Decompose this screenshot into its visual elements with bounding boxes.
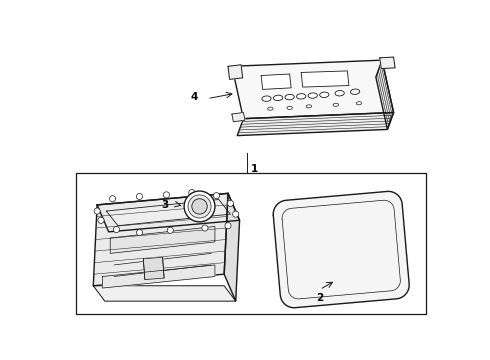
Text: 4: 4 — [190, 92, 197, 102]
Circle shape — [233, 211, 239, 217]
Bar — [76, 172, 426, 314]
Ellipse shape — [296, 94, 306, 99]
Circle shape — [163, 192, 170, 198]
Ellipse shape — [350, 89, 360, 94]
Ellipse shape — [262, 96, 271, 102]
Circle shape — [213, 193, 220, 199]
Ellipse shape — [335, 91, 344, 96]
Circle shape — [225, 222, 231, 229]
Circle shape — [227, 200, 233, 206]
Polygon shape — [232, 112, 245, 122]
Polygon shape — [380, 57, 395, 69]
Circle shape — [167, 227, 173, 233]
Circle shape — [98, 217, 104, 223]
Polygon shape — [232, 60, 393, 119]
Circle shape — [136, 193, 143, 199]
Polygon shape — [224, 193, 240, 301]
Circle shape — [189, 189, 195, 195]
Polygon shape — [102, 265, 215, 288]
Polygon shape — [261, 74, 291, 89]
Polygon shape — [273, 192, 409, 308]
Text: 2: 2 — [317, 293, 324, 303]
Ellipse shape — [273, 95, 283, 100]
Polygon shape — [106, 199, 230, 226]
Polygon shape — [301, 71, 349, 87]
Circle shape — [113, 226, 120, 233]
Text: 3: 3 — [161, 200, 168, 210]
Polygon shape — [143, 257, 164, 280]
Polygon shape — [376, 60, 393, 130]
Circle shape — [188, 195, 211, 218]
Ellipse shape — [356, 102, 362, 105]
Circle shape — [136, 230, 143, 236]
Circle shape — [192, 199, 207, 214]
Polygon shape — [228, 65, 243, 80]
Polygon shape — [237, 112, 393, 136]
Polygon shape — [93, 286, 236, 301]
Ellipse shape — [306, 105, 312, 108]
Text: 1: 1 — [250, 164, 258, 174]
Polygon shape — [110, 226, 215, 253]
Polygon shape — [93, 193, 228, 286]
Ellipse shape — [308, 93, 318, 98]
Polygon shape — [97, 193, 240, 232]
Circle shape — [94, 208, 100, 214]
Ellipse shape — [319, 92, 329, 98]
Circle shape — [184, 191, 215, 222]
Circle shape — [202, 225, 208, 231]
Ellipse shape — [285, 94, 294, 100]
Circle shape — [109, 195, 116, 202]
Ellipse shape — [268, 107, 273, 110]
Ellipse shape — [287, 106, 293, 109]
Ellipse shape — [333, 103, 339, 106]
